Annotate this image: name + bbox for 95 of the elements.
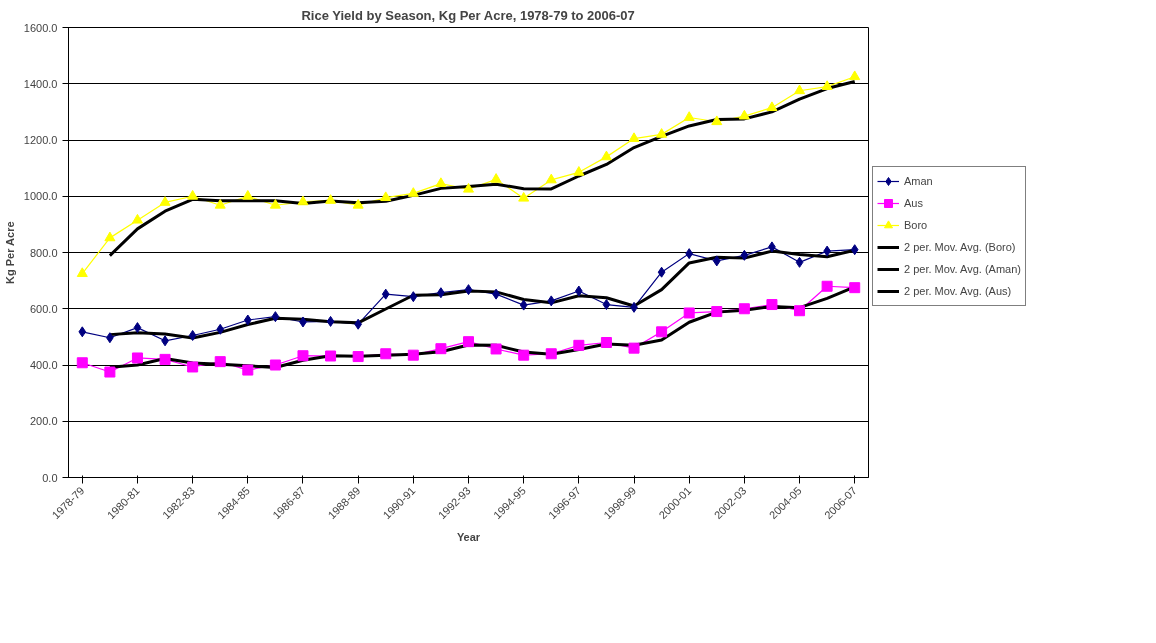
chart-title: Rice Yield by Season, Kg Per Acre, 1978-79 to 2006-07 <box>301 7 635 23</box>
point <box>464 284 473 296</box>
point <box>242 364 254 376</box>
point <box>794 305 806 317</box>
point <box>518 349 530 361</box>
point <box>159 196 171 206</box>
point <box>352 351 364 363</box>
point <box>409 291 418 303</box>
y-tick-label: 200.0 <box>29 415 58 428</box>
point <box>269 198 281 209</box>
point <box>243 314 252 326</box>
point <box>463 182 474 193</box>
point <box>131 352 143 364</box>
y-tick-label: 400.0 <box>29 359 58 371</box>
point <box>740 249 749 261</box>
point <box>380 348 392 360</box>
point <box>685 248 694 260</box>
point <box>518 191 530 202</box>
point <box>352 198 364 209</box>
point <box>104 231 116 242</box>
x-axis-title: Year <box>456 530 481 543</box>
point <box>325 350 337 362</box>
point <box>242 189 254 200</box>
point <box>711 306 723 318</box>
point <box>104 366 116 378</box>
point <box>656 128 668 138</box>
y-tick-label: 1600.0 <box>23 21 58 34</box>
point <box>849 70 861 81</box>
point <box>214 198 226 209</box>
point <box>766 299 778 311</box>
legend-label: 2 per. Mov. Avg. (Aus) <box>904 285 1012 297</box>
point <box>297 350 309 362</box>
point <box>381 288 390 300</box>
point <box>794 84 806 95</box>
point <box>712 255 721 267</box>
point <box>216 323 225 335</box>
legend-label: 2 per. Mov. Avg. (Aman) <box>904 263 1021 275</box>
point <box>766 101 778 112</box>
point <box>821 280 833 292</box>
point <box>628 132 640 142</box>
legend-label: 2 per. Mov. Avg. (Boro) <box>904 241 1016 253</box>
point <box>326 315 335 327</box>
legend-label: Aus <box>904 197 924 209</box>
point <box>600 150 612 161</box>
y-tick-label: 1200.0 <box>23 134 58 146</box>
legend-label: Boro <box>904 219 928 231</box>
point <box>435 343 447 355</box>
point <box>435 177 447 187</box>
point <box>269 359 281 371</box>
point <box>519 299 528 311</box>
point <box>850 244 859 256</box>
point <box>463 336 474 348</box>
point <box>407 349 419 361</box>
point <box>490 343 502 355</box>
y-tick-label: 1000.0 <box>23 190 58 203</box>
point <box>545 173 557 184</box>
point <box>683 307 695 319</box>
point <box>821 80 833 90</box>
point <box>795 256 804 268</box>
point <box>214 356 226 368</box>
point <box>187 361 199 373</box>
y-tick-label: 600.0 <box>29 302 58 315</box>
point <box>76 267 88 277</box>
point <box>573 339 585 351</box>
point <box>76 357 88 369</box>
point <box>547 295 556 307</box>
point <box>188 329 197 341</box>
point <box>656 326 668 338</box>
point <box>325 194 337 204</box>
point <box>78 326 87 338</box>
legend-label: Aman <box>904 175 933 187</box>
point <box>600 337 612 348</box>
y-tick-label: 800.0 <box>29 246 58 259</box>
point <box>683 111 695 121</box>
point <box>573 166 585 176</box>
point <box>849 282 861 294</box>
y-tick-label: 0.0 <box>42 471 58 484</box>
y-axis-title: Kg Per Acre <box>3 221 16 284</box>
point <box>628 342 640 354</box>
point <box>159 353 171 365</box>
point <box>738 303 750 315</box>
point <box>380 191 392 202</box>
point <box>545 348 557 360</box>
point <box>407 187 419 197</box>
point <box>490 173 502 183</box>
point <box>297 195 309 206</box>
point <box>187 189 199 200</box>
point <box>133 322 142 334</box>
point <box>602 299 611 311</box>
point <box>711 115 723 126</box>
point <box>738 109 750 120</box>
point <box>271 311 280 323</box>
point <box>657 266 666 278</box>
point <box>131 213 143 224</box>
y-tick-label: 1400.0 <box>23 77 58 90</box>
